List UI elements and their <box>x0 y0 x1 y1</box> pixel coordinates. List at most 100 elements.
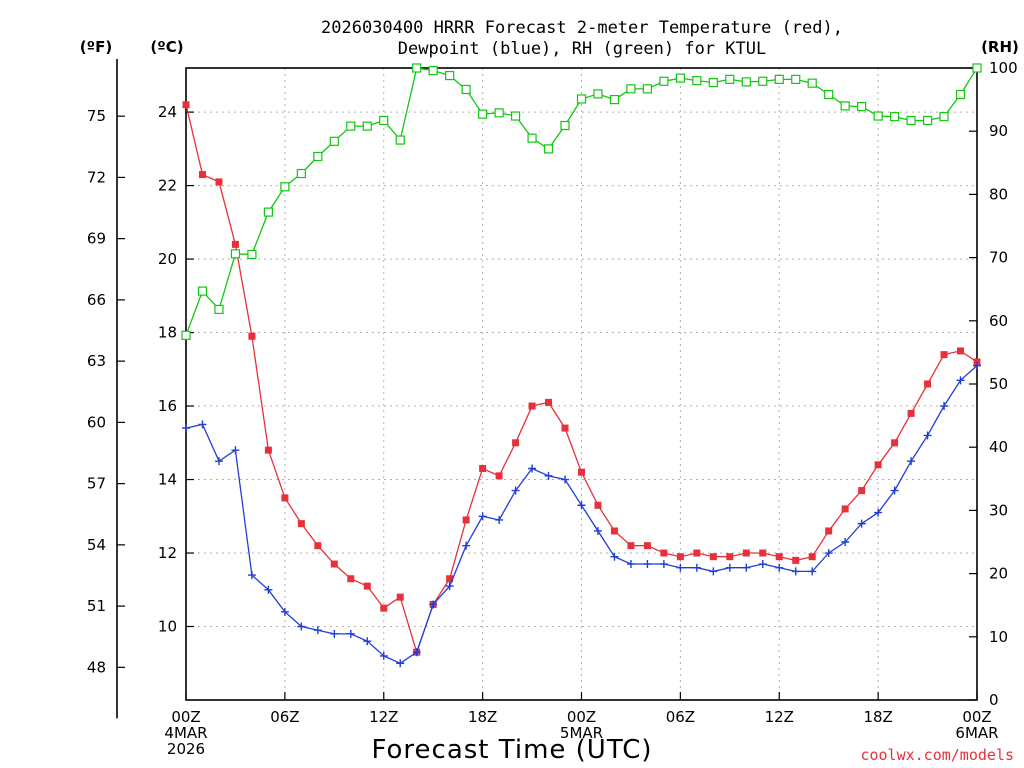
rh-point <box>412 63 422 73</box>
dewpoint-point <box>643 560 652 569</box>
temperature-point <box>281 494 289 502</box>
rh-point <box>445 70 455 81</box>
temperature-point <box>594 501 602 509</box>
rh-tick-label: 0 <box>989 691 999 709</box>
temperature-point <box>709 553 717 561</box>
rh-point <box>428 65 438 76</box>
temperature-point <box>462 516 470 524</box>
grid-lines <box>186 68 977 700</box>
rh-tick-label: 10 <box>989 628 1008 646</box>
rh-point <box>263 207 273 217</box>
rh-series <box>181 63 982 340</box>
dewpoint-point <box>511 486 520 495</box>
temperature-point <box>742 549 750 557</box>
dewpoint-point <box>379 651 388 660</box>
dewpoint-point <box>742 563 751 572</box>
temperature-point <box>825 527 833 535</box>
dewpoint-point <box>396 659 405 668</box>
dewpoint-point <box>758 560 767 569</box>
rh-point <box>593 89 603 99</box>
rh-point <box>807 78 817 88</box>
rh-tick-label: 70 <box>989 249 1008 267</box>
dewpoint-point <box>956 376 965 385</box>
x-tick-label: 4MAR <box>164 724 207 742</box>
temperature-point <box>297 520 305 528</box>
celsius-tick-label: 18 <box>158 324 177 342</box>
dewpoint-point <box>346 629 355 638</box>
x-tick-label: 6MAR <box>955 724 998 742</box>
rh-point <box>791 74 801 84</box>
x-tick-label: 00Z <box>567 708 596 726</box>
rh-point <box>214 304 224 315</box>
temperature-point <box>528 402 536 410</box>
rh-point <box>774 74 784 84</box>
temperature-point <box>561 424 569 432</box>
fahrenheit-tick-label: 48 <box>87 658 106 676</box>
temperature-point <box>907 409 915 417</box>
celsius-tick-label: 22 <box>158 177 177 195</box>
temperature-point <box>248 332 256 340</box>
rh-point <box>346 121 356 131</box>
fahrenheit-tick-label: 57 <box>87 475 106 493</box>
temperature-point <box>940 351 948 359</box>
temperature-point <box>858 487 866 495</box>
rh-point <box>972 63 982 73</box>
temperature-point <box>924 380 932 388</box>
celsius-tick-label: 14 <box>158 471 177 489</box>
rh-point <box>527 133 537 143</box>
rh-tick-label: 40 <box>989 438 1008 456</box>
dewpoint-point <box>231 446 240 455</box>
dewpoint-point <box>890 486 899 495</box>
dewpoint-point <box>462 541 471 550</box>
fahrenheit-tick-label: 60 <box>87 413 106 431</box>
chart-title: 2026030400 HRRR Forecast 2-meter Tempera… <box>321 18 843 59</box>
temperature-point <box>726 553 734 561</box>
dewpoint-point <box>808 567 817 576</box>
temperature-point <box>874 461 882 469</box>
temperature-point <box>610 527 618 535</box>
temperature-point <box>198 171 206 179</box>
temperature-point <box>347 575 355 583</box>
temperature-point <box>676 553 684 561</box>
dewpoint-point <box>593 526 602 535</box>
x-tick-label: 18Z <box>468 708 497 726</box>
temperature-point <box>643 542 651 550</box>
celsius-tick-label: 12 <box>158 544 177 562</box>
temperature-point <box>891 439 899 447</box>
x-tick-label: 2026 <box>167 740 205 758</box>
dewpoint-point <box>907 457 916 466</box>
rh-point <box>379 115 389 126</box>
temperature-point <box>446 575 454 583</box>
rh-point <box>560 120 570 131</box>
rh-point <box>939 112 949 122</box>
rh-point <box>922 115 933 126</box>
temperature-point <box>330 560 338 568</box>
rh-point <box>725 74 735 84</box>
dewpoint-point <box>412 648 421 657</box>
temperature-point <box>231 240 239 248</box>
dewpoint-point <box>775 563 784 572</box>
dewpoint-point <box>363 637 372 646</box>
temperature-point <box>841 505 849 513</box>
dewpoint-point <box>182 424 190 433</box>
rh-point <box>659 76 669 86</box>
dewpoint-point <box>577 501 586 510</box>
dewpoint-point <box>544 471 553 480</box>
rh-point <box>857 101 867 112</box>
rh-point <box>510 111 521 121</box>
celsius-tick-label: 16 <box>158 397 177 415</box>
dewpoint-point <box>692 563 701 572</box>
temperature-point <box>693 549 701 557</box>
x-tick-label: 00Z <box>962 708 991 726</box>
dewpoint-series <box>182 361 981 668</box>
rh-point <box>395 135 405 145</box>
dewpoint-point <box>923 431 932 440</box>
x-tick-label: 00Z <box>171 708 200 726</box>
temperature-point <box>759 549 767 557</box>
dewpoint-point <box>874 508 883 517</box>
dewpoint-point <box>940 402 949 411</box>
dewpoint-point <box>247 571 256 580</box>
rh-point <box>181 330 191 340</box>
dewpoint-point <box>857 519 866 528</box>
